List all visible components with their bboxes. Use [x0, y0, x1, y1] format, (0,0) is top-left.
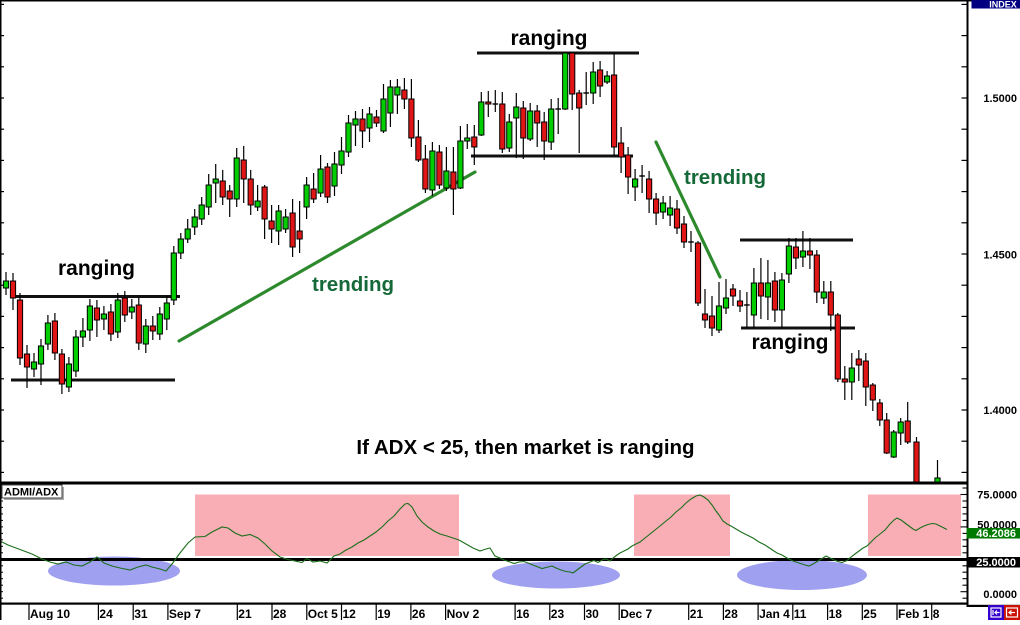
- svg-text:ranging: ranging: [511, 27, 588, 50]
- svg-text:trending: trending: [684, 166, 766, 189]
- svg-text:25: 25: [863, 607, 877, 620]
- svg-text:21: 21: [238, 607, 252, 620]
- svg-text:31: 31: [134, 607, 148, 620]
- svg-text:ADMI/ADX: ADMI/ADX: [4, 487, 59, 499]
- svg-text:30: 30: [586, 607, 600, 620]
- svg-text:16: 16: [516, 607, 530, 620]
- svg-text:18: 18: [829, 607, 843, 620]
- svg-text:trending: trending: [312, 273, 394, 296]
- svg-text:1.4000: 1.4000: [983, 405, 1017, 417]
- svg-text:ranging: ranging: [752, 331, 829, 354]
- svg-text:19: 19: [377, 607, 391, 620]
- svg-text:25.0000: 25.0000: [976, 557, 1016, 569]
- svg-text:12: 12: [343, 607, 357, 620]
- svg-text:23: 23: [551, 607, 565, 620]
- svg-text:If ADX < 25, then market is ra: If ADX < 25, then market is ranging: [356, 436, 694, 459]
- svg-text:8: 8: [933, 607, 940, 620]
- svg-text:Dec 7: Dec 7: [620, 607, 652, 620]
- svg-text:28: 28: [724, 607, 738, 620]
- svg-text:ranging: ranging: [58, 257, 135, 280]
- svg-text:INDEX: INDEX: [989, 0, 1017, 10]
- svg-text:21: 21: [690, 607, 704, 620]
- svg-text:Aug 10: Aug 10: [30, 607, 70, 620]
- svg-text:26: 26: [412, 607, 426, 620]
- svg-text:1.5000: 1.5000: [983, 93, 1017, 105]
- svg-text:11: 11: [794, 607, 807, 620]
- svg-text:Nov 2: Nov 2: [447, 607, 480, 620]
- svg-text:75.0000: 75.0000: [977, 490, 1017, 502]
- svg-text:Oct 5: Oct 5: [308, 607, 338, 620]
- svg-text:Feb 1: Feb 1: [898, 607, 930, 620]
- svg-text:0.0000: 0.0000: [983, 589, 1017, 601]
- svg-text:28: 28: [273, 607, 287, 620]
- svg-text:Jan 4: Jan 4: [759, 607, 790, 620]
- svg-text:Sep 7: Sep 7: [169, 607, 201, 620]
- svg-text:1.4500: 1.4500: [983, 250, 1017, 262]
- svg-text:24: 24: [99, 607, 113, 620]
- svg-text:46.2086: 46.2086: [976, 528, 1016, 540]
